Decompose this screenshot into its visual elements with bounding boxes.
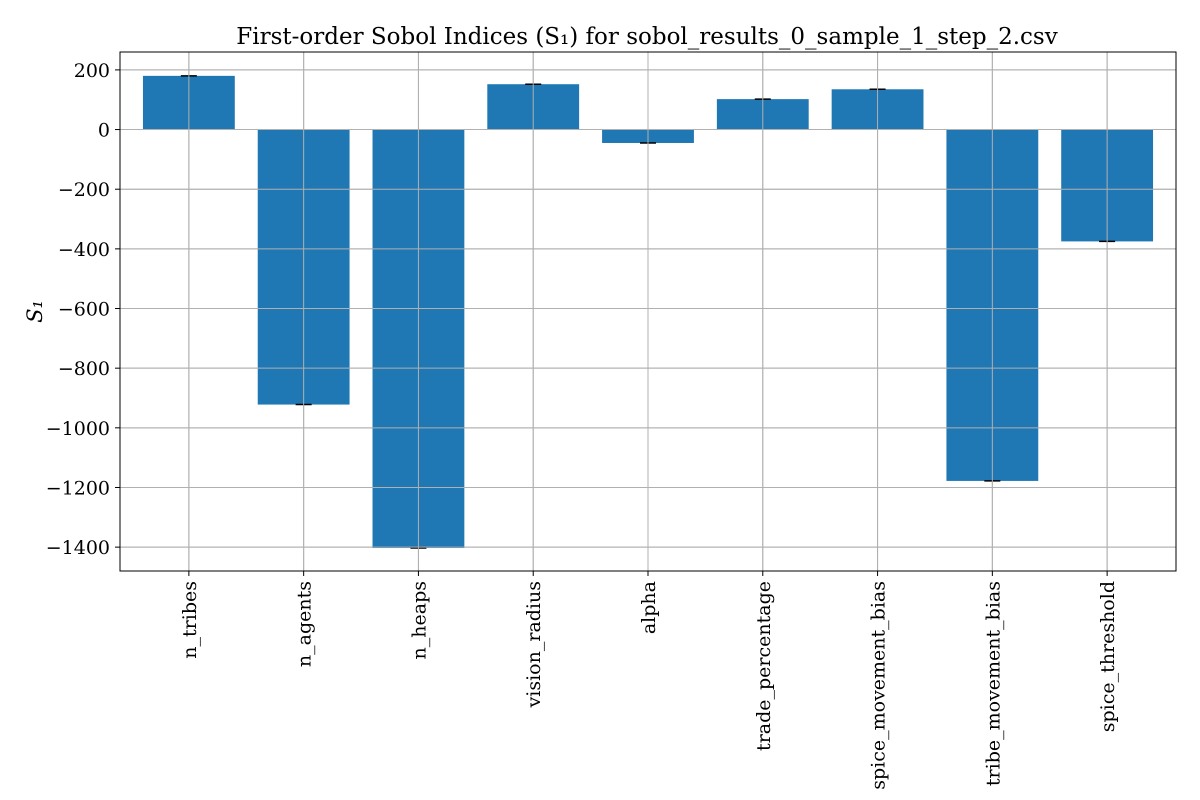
y-tick-label: −200 bbox=[58, 179, 110, 201]
x-tick-label: alpha bbox=[638, 581, 660, 634]
x-tick-label: n_agents bbox=[294, 581, 316, 667]
x-tick-label: spice_threshold bbox=[1097, 581, 1119, 732]
error-bars-layer bbox=[120, 52, 1176, 571]
x-tick-label: spice_movement_bias bbox=[868, 581, 890, 790]
y-tick-label: −600 bbox=[58, 299, 110, 321]
x-tick-label: tribe_movement_bias bbox=[982, 581, 1004, 786]
y-tick-label: −800 bbox=[58, 358, 110, 380]
x-tick-label: trade_percentage bbox=[753, 581, 775, 751]
y-tick-label: 200 bbox=[74, 60, 110, 82]
y-axis-ticks: 200 0 −200 −400 −600 −800 −1000 −1200 −1400 bbox=[46, 60, 120, 559]
y-tick-label: −400 bbox=[58, 239, 110, 261]
y-tick-label: 0 bbox=[98, 120, 110, 142]
x-tick-label: n_heaps bbox=[408, 581, 430, 659]
y-axis-label: S₁ bbox=[23, 300, 47, 323]
x-tick-label: vision_radius bbox=[523, 581, 545, 708]
x-axis-ticks: n_tribes n_agents n_heaps vision_radius alph… bbox=[179, 571, 1119, 790]
y-tick-label: −1000 bbox=[46, 418, 110, 440]
x-tick-label: n_tribes bbox=[179, 581, 201, 659]
y-tick-label: −1200 bbox=[46, 477, 110, 499]
y-tick-label: −1400 bbox=[46, 537, 110, 559]
chart-title: First-order Sobol Indices (S₁) for sobol… bbox=[236, 24, 1057, 50]
